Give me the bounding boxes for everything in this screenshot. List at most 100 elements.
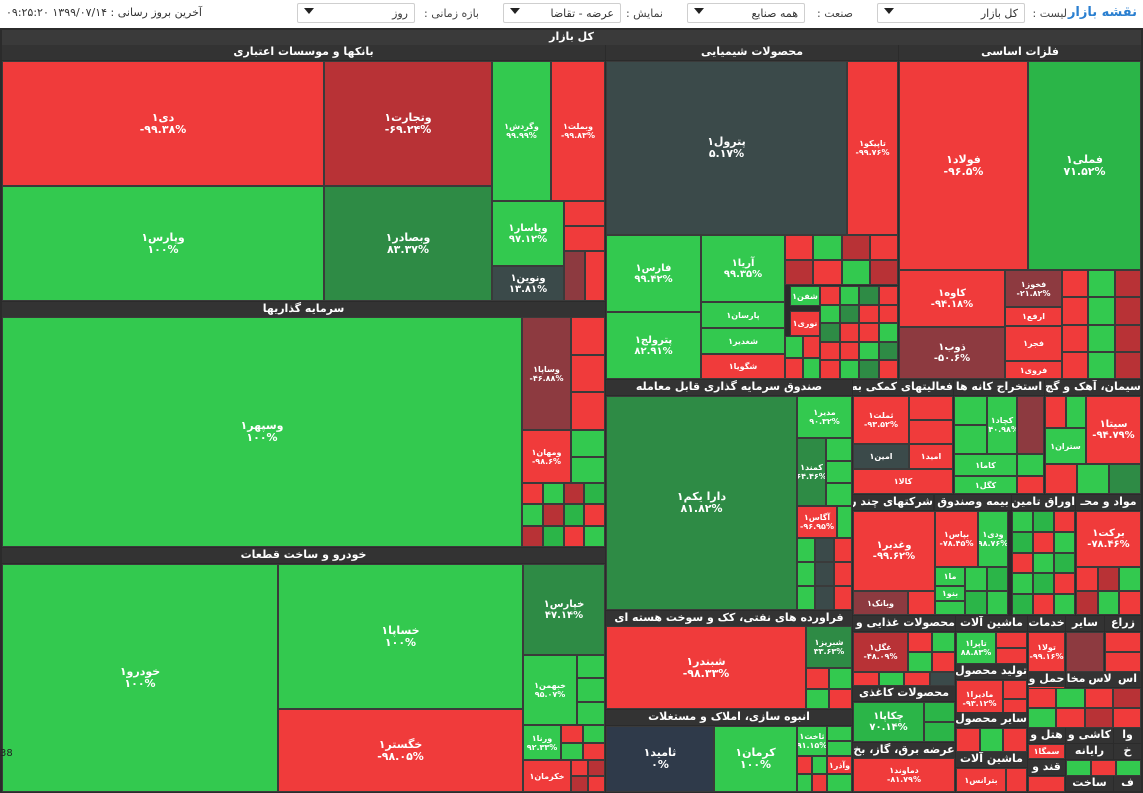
stock-tile[interactable]: شگویا۱ xyxy=(701,354,785,379)
small-stock-tile[interactable] xyxy=(1033,573,1054,595)
small-stock-tile[interactable] xyxy=(935,601,965,615)
timeframe-select[interactable]: روز xyxy=(297,3,415,23)
small-stock-tile[interactable] xyxy=(812,774,827,792)
small-stock-tile[interactable] xyxy=(1105,632,1141,652)
small-stock-tile[interactable] xyxy=(583,742,605,760)
small-stock-tile[interactable] xyxy=(564,226,605,251)
small-stock-tile[interactable] xyxy=(563,504,585,526)
small-stock-tile[interactable] xyxy=(584,525,605,547)
small-stock-tile[interactable] xyxy=(797,756,812,774)
small-stock-tile[interactable] xyxy=(797,538,816,562)
stock-tile[interactable]: ثاخت۱ ۹۱.۱۵% xyxy=(797,726,827,756)
sector-header[interactable]: سایر xyxy=(1066,616,1104,631)
small-stock-tile[interactable] xyxy=(588,776,605,792)
sector-header[interactable]: استخراج کانه ها xyxy=(954,380,1044,395)
small-stock-tile[interactable] xyxy=(571,776,588,792)
small-stock-tile[interactable] xyxy=(1084,688,1113,708)
small-stock-tile[interactable] xyxy=(1114,297,1141,325)
small-stock-tile[interactable] xyxy=(1066,632,1104,672)
small-stock-tile[interactable] xyxy=(909,396,953,420)
stock-tile[interactable]: وپاسار۱ ۹۷.۱۲% xyxy=(492,201,564,266)
small-stock-tile[interactable] xyxy=(812,756,827,774)
small-stock-tile[interactable] xyxy=(820,286,840,305)
stock-tile[interactable]: تاپرا۱ ۸۸.۸۳% xyxy=(956,632,996,664)
small-stock-tile[interactable] xyxy=(785,235,814,260)
stock-tile[interactable]: پترولج۱ ۸۲.۹۱% xyxy=(606,312,701,379)
small-stock-tile[interactable] xyxy=(1066,760,1091,776)
small-stock-tile[interactable] xyxy=(571,430,605,457)
stock-tile[interactable]: دماوند۱ -۸۱.۷۹% xyxy=(853,758,955,792)
small-stock-tile[interactable] xyxy=(1028,776,1065,792)
small-stock-tile[interactable] xyxy=(588,760,605,776)
stock-tile[interactable]: کگل۱ xyxy=(954,476,1017,494)
small-stock-tile[interactable] xyxy=(931,652,955,672)
stock-tile[interactable]: بپاس۱ -۷۸.۴۵% xyxy=(935,511,978,567)
small-stock-tile[interactable] xyxy=(785,357,803,379)
small-stock-tile[interactable] xyxy=(563,525,585,547)
stock-tile[interactable]: امید۱ xyxy=(909,444,953,469)
small-stock-tile[interactable] xyxy=(1114,351,1141,379)
small-stock-tile[interactable] xyxy=(1003,728,1027,752)
small-stock-tile[interactable] xyxy=(904,672,930,686)
sector-header[interactable]: خ xyxy=(1114,744,1141,759)
display-select[interactable]: عرضه - تقاضا xyxy=(503,3,621,23)
small-stock-tile[interactable] xyxy=(859,286,879,305)
small-stock-tile[interactable] xyxy=(522,483,543,505)
small-stock-tile[interactable] xyxy=(996,648,1027,664)
small-stock-tile[interactable] xyxy=(1028,688,1057,708)
sector-header[interactable]: محصولات غذایی و آ xyxy=(853,616,955,631)
stock-tile[interactable]: تاپیکو۱ -۹۹.۷۶% xyxy=(847,61,898,235)
stock-tile[interactable]: ثملت۱ -۹۳.۵۲% xyxy=(853,396,909,444)
small-stock-tile[interactable] xyxy=(1003,680,1027,699)
small-stock-tile[interactable] xyxy=(833,538,852,562)
small-stock-tile[interactable] xyxy=(965,591,987,615)
small-stock-tile[interactable] xyxy=(1097,567,1120,591)
small-stock-tile[interactable] xyxy=(1116,760,1141,776)
stock-tile[interactable]: فولاد۱ -۹۶.۵% xyxy=(899,61,1028,270)
stock-tile[interactable]: مدیر۱ ۹۰.۳۲% xyxy=(797,396,852,438)
small-stock-tile[interactable] xyxy=(571,760,588,776)
sector-header[interactable]: خدمات xyxy=(1028,616,1065,631)
small-stock-tile[interactable] xyxy=(561,725,583,743)
small-stock-tile[interactable] xyxy=(1012,531,1033,553)
sector-header[interactable]: محصولات کاغذی xyxy=(853,686,955,701)
stock-tile[interactable]: وبملت۱ -۹۹.۸۳% xyxy=(551,61,605,201)
sector-header[interactable]: سایر محصول xyxy=(956,712,1027,727)
small-stock-tile[interactable] xyxy=(1088,270,1115,298)
small-stock-tile[interactable] xyxy=(986,591,1008,615)
small-stock-tile[interactable] xyxy=(965,567,987,591)
small-stock-tile[interactable] xyxy=(1056,708,1085,728)
small-stock-tile[interactable] xyxy=(878,304,898,324)
sector-header[interactable]: شرکتهای چند ر xyxy=(853,495,933,510)
stock-tile[interactable]: فروی۱ xyxy=(1005,361,1062,379)
stock-tile[interactable]: خکرمان۱ xyxy=(523,760,571,792)
small-stock-tile[interactable] xyxy=(1017,476,1044,494)
small-stock-tile[interactable] xyxy=(1076,567,1098,591)
small-stock-tile[interactable] xyxy=(1114,324,1141,352)
sector-header[interactable]: تولید محصول xyxy=(956,664,1027,679)
small-stock-tile[interactable] xyxy=(878,360,898,379)
small-stock-tile[interactable] xyxy=(1084,708,1113,728)
stock-tile[interactable]: وگردش۱ ۹۹.۹۹% xyxy=(492,61,551,201)
stock-tile[interactable]: فخوز۱ -۲۱.۸۲% xyxy=(1005,270,1062,307)
small-stock-tile[interactable] xyxy=(584,251,605,301)
stock-tile[interactable]: شغدیر۱ xyxy=(701,328,785,354)
small-stock-tile[interactable] xyxy=(908,652,932,672)
sector-header[interactable]: فعالیتهای کمکی به xyxy=(853,380,953,395)
small-stock-tile[interactable] xyxy=(869,260,898,285)
small-stock-tile[interactable] xyxy=(571,456,605,483)
small-stock-tile[interactable] xyxy=(1012,511,1033,532)
small-stock-tile[interactable] xyxy=(1076,591,1098,615)
sector-header[interactable]: بیمه وصندوق xyxy=(935,495,1011,510)
stock-tile[interactable]: آگاس۱ -۹۶.۹۵% xyxy=(797,506,837,538)
small-stock-tile[interactable] xyxy=(1062,351,1089,379)
small-stock-tile[interactable] xyxy=(954,396,987,425)
stock-tile[interactable]: خگستر۱ -۹۸.۰۵% xyxy=(278,709,523,792)
sector-header[interactable]: ماشین آلات xyxy=(956,616,1027,631)
small-stock-tile[interactable] xyxy=(820,304,840,324)
small-stock-tile[interactable] xyxy=(1054,573,1075,595)
sector-header[interactable]: کاشی و xyxy=(1066,728,1113,743)
small-stock-tile[interactable] xyxy=(561,742,583,760)
stock-tile[interactable]: وسپهر۱ ۱۰۰% xyxy=(2,317,522,547)
sector-header[interactable]: فلزات اساسی xyxy=(899,45,1141,60)
